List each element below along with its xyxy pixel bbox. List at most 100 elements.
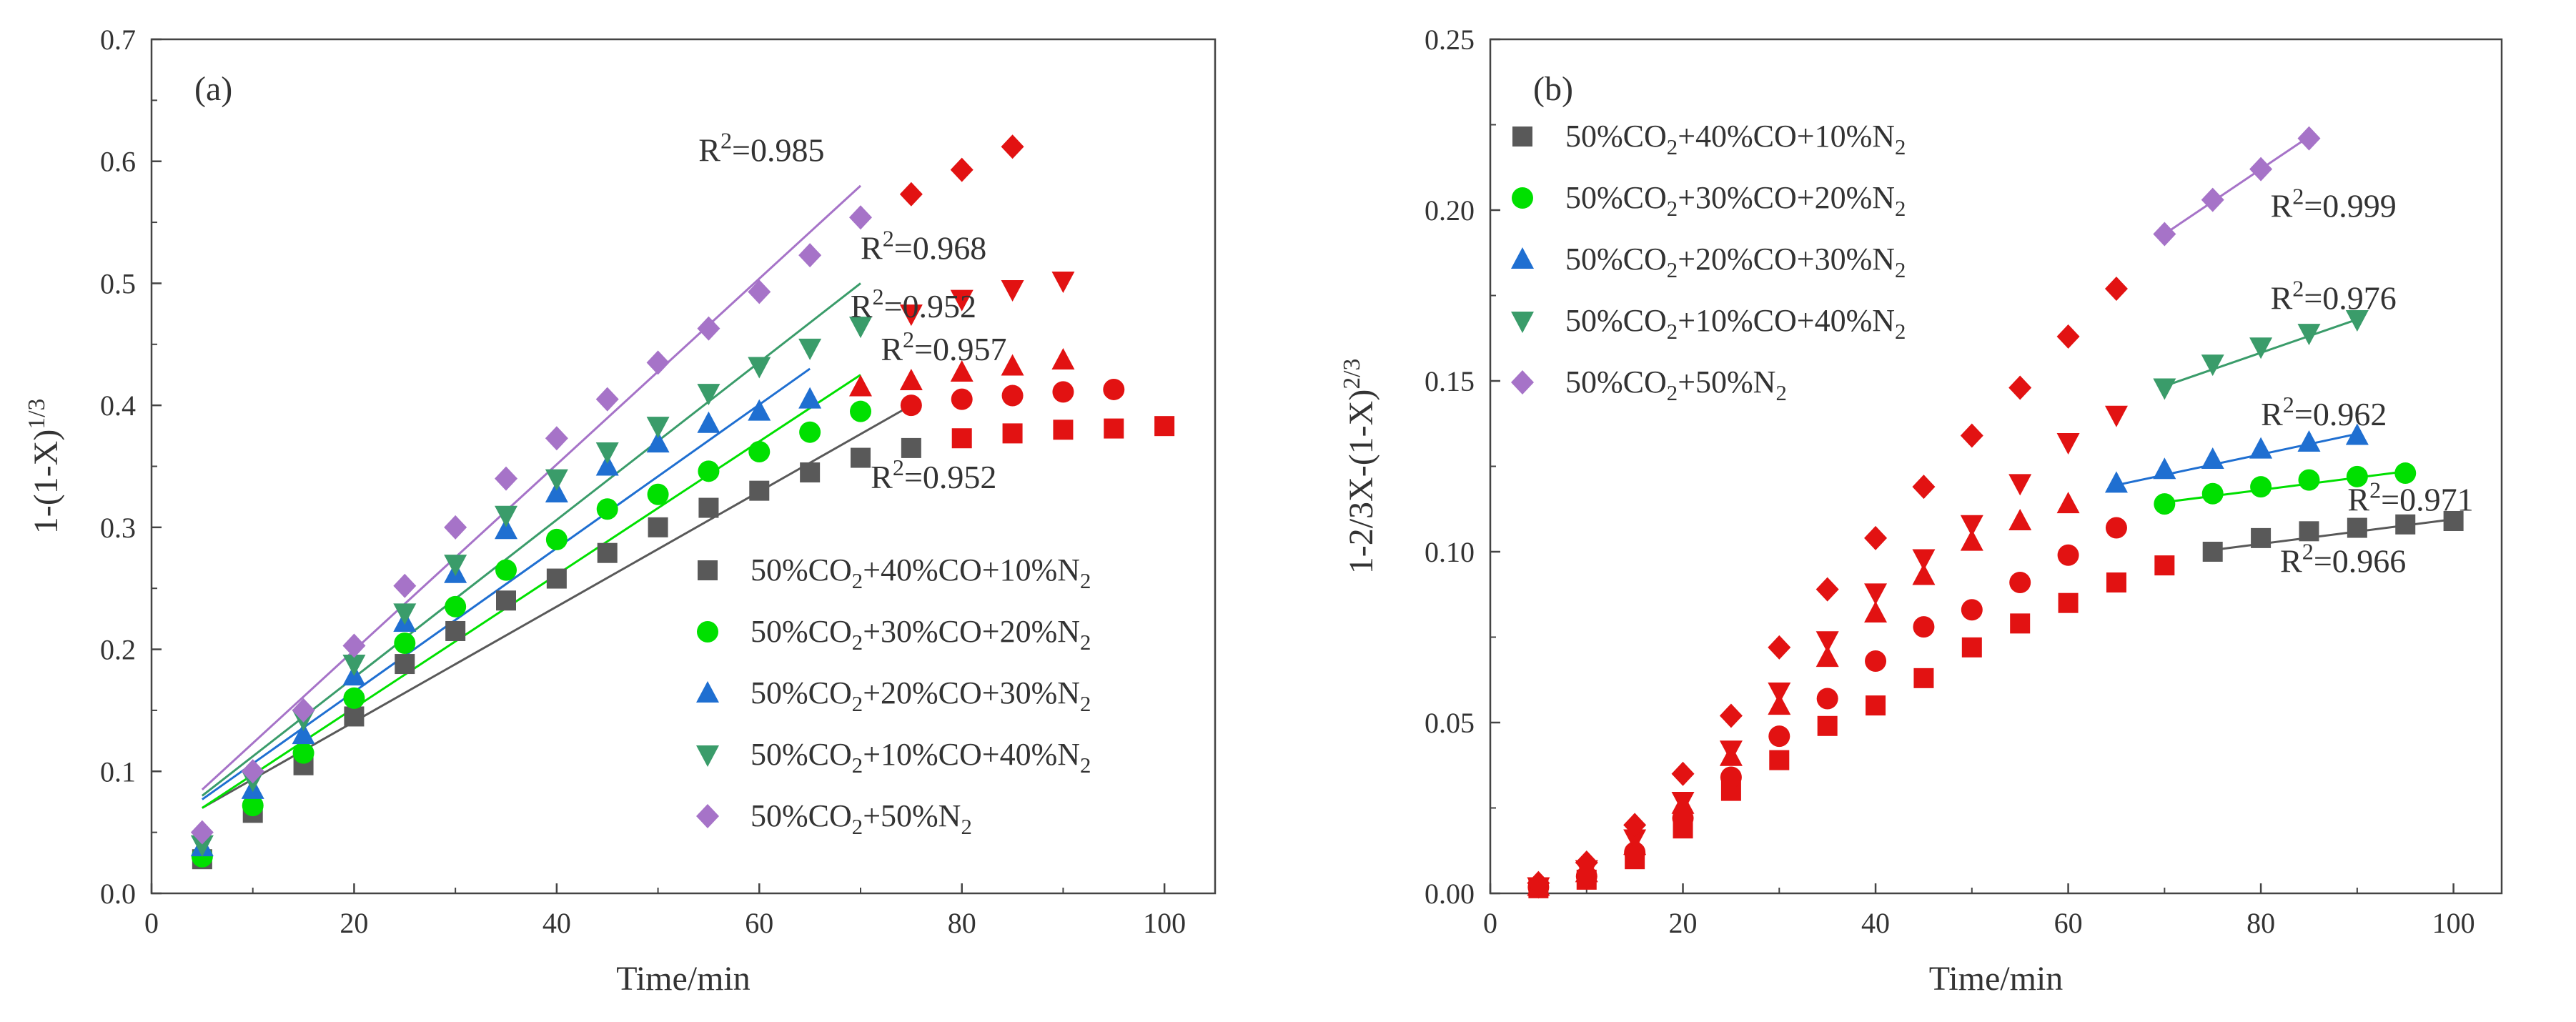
data-point-triangle-down	[342, 655, 366, 677]
data-point-square	[2443, 510, 2464, 531]
data-point-square	[395, 654, 415, 675]
data-point-early-square	[2058, 592, 2079, 613]
data-point-diamond	[342, 633, 366, 658]
data-point-early-triangle-down	[1815, 631, 1839, 653]
x-tick-label: 60	[745, 907, 773, 939]
data-point-circle	[2298, 469, 2320, 491]
y-axis-title: 1-(1-X)1/3​	[24, 399, 65, 535]
data-point-circle	[2394, 462, 2417, 485]
legend-marker-circle	[1512, 187, 1533, 209]
data-point-early-diamond	[1864, 525, 1888, 550]
data-point-square	[2395, 514, 2416, 535]
data-point-late-triangle-down	[1051, 272, 1075, 294]
legend-entry: 50%CO2+20%CO+30%N2​	[750, 675, 1091, 716]
legend-marker-diamond	[1511, 370, 1534, 395]
fit-line	[201, 367, 811, 800]
data-point-triangle-up	[2297, 430, 2321, 452]
data-point-square	[2347, 517, 2367, 538]
data-point-circle	[292, 742, 314, 764]
r-squared-annotation: R2=0.999	[2271, 184, 2397, 224]
data-point-early-triangle-up	[1815, 645, 1839, 668]
data-point-early-triangle-down	[1768, 682, 1791, 704]
data-point-triangle-down	[2249, 337, 2273, 359]
data-point-early-diamond	[1912, 475, 1936, 500]
data-point-late-circle	[1001, 385, 1024, 407]
data-point-diamond	[2201, 187, 2224, 212]
data-point-diamond	[2249, 157, 2273, 182]
data-point-late-square	[1104, 418, 1124, 439]
y-tick-label: 0.7	[100, 24, 136, 56]
data-point-late-diamond	[1001, 134, 1024, 159]
data-point-early-triangle-down	[2008, 474, 2032, 496]
y-tick-label: 0.2	[100, 634, 136, 666]
data-point-circle	[698, 460, 720, 482]
data-point-triangle-down	[545, 469, 568, 491]
data-point-early-square	[1769, 750, 1790, 770]
data-point-diamond	[748, 279, 771, 304]
legend-entry: 50%CO2+50%N2​	[1565, 364, 1787, 405]
data-point-late-diamond	[899, 182, 923, 207]
data-point-early-square	[1961, 637, 1982, 658]
data-point-early-circle	[2105, 517, 2127, 539]
chart-panel-b: 0 20 40 60 80 100 0.00 0.05 0.10 0.15 0.20 0.25 Time…	[1339, 24, 2503, 998]
data-point-early-square	[2106, 572, 2126, 593]
data-point-early-triangle-up	[1864, 601, 1888, 623]
data-point-circle	[2346, 465, 2368, 487]
data-point-early-triangle-down	[1623, 829, 1647, 851]
y-tick-label: 0.0	[100, 878, 136, 910]
legend-marker-square	[1512, 126, 1532, 147]
legend-marker-square	[698, 560, 718, 580]
x-tick-label: 100	[2432, 907, 2475, 939]
data-point-circle	[748, 441, 771, 463]
data-point-circle	[2154, 493, 2176, 515]
x-tick-label: 100	[1143, 907, 1186, 939]
x-tick-label: 40	[543, 907, 571, 939]
data-point-early-square	[1866, 695, 1886, 716]
data-point-early-diamond	[1623, 813, 1647, 838]
data-point-early-diamond	[1719, 703, 1743, 728]
data-point-diamond	[545, 426, 568, 451]
legend-marker-triangle-up	[696, 681, 719, 703]
legend-marker-triangle-down	[1511, 312, 1534, 333]
data-point-triangle-down	[849, 317, 872, 339]
data-point-early-circle	[1865, 650, 1887, 672]
data-point-late-diamond	[950, 157, 974, 182]
data-point-early-diamond	[2008, 375, 2032, 400]
y-tick-label: 0.1	[100, 755, 136, 788]
data-point-triangle-down	[190, 835, 214, 857]
data-point-early-triangle-up	[1960, 529, 1983, 551]
data-point-diamond	[798, 243, 822, 268]
fit-line	[201, 184, 862, 790]
data-point-early-circle	[1768, 725, 1790, 748]
data-point-late-square	[1002, 423, 1023, 444]
data-point-late-triangle-down	[950, 289, 974, 312]
data-point-triangle-up	[2104, 471, 2128, 493]
data-point-triangle-down	[2345, 309, 2369, 332]
legend-marker-triangle-down	[696, 745, 719, 767]
data-point-late-triangle-down	[1001, 279, 1024, 302]
data-point-triangle-up	[748, 399, 771, 421]
data-point-late-circle	[1052, 381, 1074, 403]
data-point-early-triangle-up	[1768, 693, 1791, 715]
data-point-triangle-up	[2249, 437, 2273, 459]
data-point-square	[445, 620, 466, 641]
data-point-early-circle	[1720, 766, 1742, 788]
data-point-early-diamond	[1527, 870, 1550, 896]
legend-entry: 50%CO2+40%CO+10%N2​	[1565, 119, 1906, 159]
legend-marker-diamond	[696, 804, 719, 828]
data-point-diamond	[849, 205, 872, 230]
data-point-early-circle	[1816, 688, 1838, 710]
x-tick-label: 0	[1483, 907, 1497, 939]
data-point-early-diamond	[1960, 423, 1983, 448]
y-tick-label: 0.25	[1425, 24, 1475, 56]
data-point-early-triangle-down	[1671, 791, 1695, 813]
data-point-triangle-up	[2201, 447, 2224, 469]
data-point-square	[2251, 527, 2272, 548]
data-point-early-circle	[1961, 599, 1983, 621]
data-point-triangle-down	[798, 338, 822, 360]
data-point-triangle-down	[748, 357, 771, 379]
panel-label: (b)	[1533, 70, 1573, 108]
data-point-late-triangle-down	[899, 304, 923, 327]
y-tick-label: 0.3	[100, 512, 136, 544]
